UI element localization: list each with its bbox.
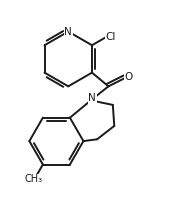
Text: N: N — [89, 93, 96, 103]
Text: CH₃: CH₃ — [24, 174, 42, 184]
Text: N: N — [64, 27, 72, 37]
Text: O: O — [125, 72, 133, 82]
Text: Cl: Cl — [106, 32, 116, 42]
